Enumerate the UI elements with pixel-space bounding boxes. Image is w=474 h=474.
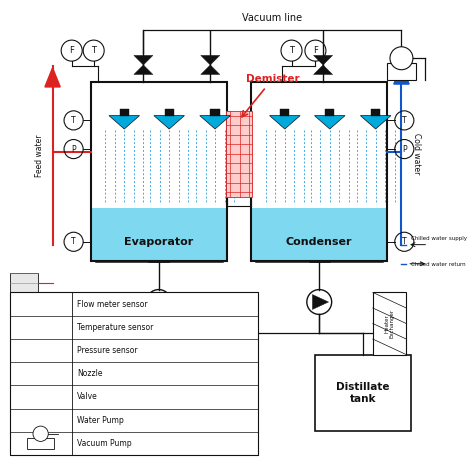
- Polygon shape: [270, 116, 300, 129]
- Bar: [38, 374, 44, 378]
- Bar: [315, 355, 411, 431]
- Text: Temperature sensor: Temperature sensor: [77, 323, 154, 332]
- Text: Cold water: Cold water: [412, 133, 421, 174]
- Text: Feed water: Feed water: [35, 134, 44, 176]
- Text: T: T: [289, 46, 294, 55]
- Text: P: P: [71, 145, 76, 154]
- Polygon shape: [134, 55, 153, 65]
- Polygon shape: [33, 397, 48, 404]
- Polygon shape: [314, 116, 345, 129]
- Text: T: T: [402, 237, 407, 246]
- Text: Heater: Heater: [22, 290, 26, 304]
- Polygon shape: [134, 65, 153, 74]
- Polygon shape: [360, 116, 391, 129]
- Text: Demister: Demister: [242, 74, 299, 117]
- Text: Valve: Valve: [77, 392, 98, 401]
- Bar: [226, 111, 252, 197]
- Polygon shape: [313, 55, 333, 65]
- Text: Vacuum line: Vacuum line: [242, 13, 302, 23]
- Polygon shape: [154, 116, 184, 129]
- Bar: [371, 109, 380, 116]
- Bar: [91, 82, 227, 261]
- Text: Nozzle: Nozzle: [77, 369, 103, 378]
- Polygon shape: [394, 65, 409, 84]
- Bar: [164, 109, 174, 116]
- Bar: [210, 109, 219, 116]
- Text: T: T: [402, 116, 407, 125]
- Text: T: T: [91, 46, 96, 55]
- Text: F: F: [69, 46, 74, 55]
- Text: Flow meter sensor: Flow meter sensor: [77, 300, 148, 309]
- Bar: [373, 292, 406, 355]
- Text: Pressure sensor: Pressure sensor: [77, 346, 138, 355]
- Polygon shape: [35, 414, 48, 427]
- Bar: [315, 402, 411, 431]
- Text: T: T: [71, 116, 76, 125]
- Polygon shape: [200, 116, 230, 129]
- Bar: [9, 292, 258, 455]
- Text: Heater
Exchanger: Heater Exchanger: [384, 309, 395, 338]
- Bar: [280, 109, 290, 116]
- Polygon shape: [152, 294, 168, 310]
- Text: Evaporator: Evaporator: [124, 237, 193, 247]
- Bar: [251, 209, 387, 261]
- Polygon shape: [201, 65, 220, 74]
- Text: Distillate
tank: Distillate tank: [337, 382, 390, 403]
- Circle shape: [33, 426, 48, 441]
- Polygon shape: [201, 55, 220, 65]
- Text: P: P: [402, 145, 407, 154]
- Text: Vacuum Pump: Vacuum Pump: [77, 439, 132, 448]
- Text: T: T: [71, 237, 76, 246]
- Text: Chilled water return: Chilled water return: [411, 262, 465, 267]
- Bar: [251, 82, 387, 261]
- Circle shape: [390, 47, 413, 70]
- Text: T: T: [38, 323, 43, 332]
- Text: Water Pump: Water Pump: [77, 416, 124, 425]
- Polygon shape: [313, 65, 333, 74]
- Polygon shape: [45, 68, 60, 87]
- Bar: [9, 273, 38, 321]
- Polygon shape: [312, 294, 328, 310]
- Polygon shape: [31, 378, 50, 388]
- Bar: [91, 209, 227, 261]
- Text: Condenser: Condenser: [286, 237, 353, 247]
- Text: P: P: [38, 346, 43, 355]
- Bar: [27, 438, 54, 449]
- Polygon shape: [109, 116, 139, 129]
- Text: F: F: [38, 300, 43, 309]
- Text: Chilled water supply: Chilled water supply: [411, 236, 467, 241]
- Text: F: F: [313, 46, 318, 55]
- Bar: [119, 109, 129, 116]
- Bar: [325, 109, 334, 116]
- Polygon shape: [33, 389, 48, 397]
- Bar: [387, 63, 416, 80]
